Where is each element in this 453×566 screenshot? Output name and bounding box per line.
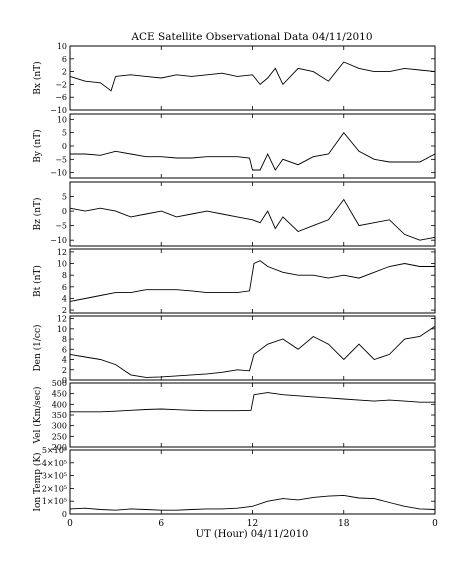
x-tick-label: 18 [338,519,350,529]
y-tick-label: 8 [62,335,67,344]
y-tick-label: 10 [57,115,67,124]
x-tick-label: 0 [67,519,73,529]
y-tick-label: 3×10⁵ [42,472,67,481]
y-tick-label: 2×10⁵ [42,484,67,493]
y-tick-label: 4 [62,356,67,365]
y-tick-label: 6 [62,55,67,64]
y-tick-label: 450 [52,390,67,399]
panel-bz: 5 0 −5 −10 Bz (nT) [32,181,436,247]
y-tick-label: −5 [55,222,67,231]
chart-title: ACE Satellite Observational Data 04/11/2… [130,31,372,43]
y-tick-label: 4×10⁵ [42,459,67,468]
y-tick-label: 0 [62,376,67,385]
series-line-bx [69,61,436,92]
y-tick-label: 400 [52,400,67,409]
x-tick-label: 0 [432,519,438,529]
y-tick-label: −10 [50,169,67,178]
y-tick-label: 12 [57,248,67,257]
y-tick-label: 4 [62,294,67,303]
y-tick-label: 0 [62,142,67,151]
x-tick-label: 6 [158,519,164,529]
y-tick-label: 6 [62,345,67,354]
y-tick-label: 2 [62,306,67,315]
y-tick-label: 2 [62,68,67,77]
y-tick-label: 300 [52,422,67,431]
y-axis-label: Ion Temp (K) [32,452,43,511]
y-tick-label: 5×10⁵ [42,446,67,455]
series-line-vel [70,392,435,413]
y-axis-label: Bx (nT) [32,61,43,94]
y-tick-label: 350 [52,411,67,420]
y-tick-label: 1×10⁵ [42,497,67,506]
y-tick-label: 200 [52,443,67,452]
y-tick-label: 500 [52,379,67,388]
panels-layer: 10 6 2 −2 −6 −10 Bx (nT) 10 5 0 −5 −10 By (nT) 5 0 −5 −1… [32,42,438,529]
x-tick-label: 12 [247,519,258,529]
y-tick-label: −2 [55,80,67,89]
panel-bt: 12 10 8 6 4 2 Bt (nT) [32,248,436,315]
panel-ion-temp: 5×10⁵ 4×10⁵ 3×10⁵ 2×10⁵ 1×10⁵ 0 Ion Temp (K) [32,446,436,519]
y-axis-label: Bt (nT) [32,265,43,297]
y-tick-label: −6 [55,93,67,102]
y-axis-label: Vel (Km/sec) [32,386,43,444]
y-tick-label: −10 [50,236,67,245]
y-axis-label: By (nT) [32,129,43,162]
x-axis-label: UT (Hour) 04/11/2010 [196,529,309,540]
y-tick-label: −5 [55,155,67,164]
series-line-den [69,325,436,378]
series-line-ion-temp [69,494,436,511]
y-tick-label: 5 [62,129,67,138]
series-line-bz [69,198,436,241]
series-line-bt [69,260,435,302]
y-axis-label: Den (1/cc) [32,324,43,371]
panel-frame [69,449,436,515]
panel-frame [69,45,436,111]
series-line-by [70,131,436,171]
y-tick-label: −10 [50,106,67,115]
y-tick-label: 8 [62,271,67,280]
y-tick-label: 2 [62,366,67,375]
panel-bx: 10 6 2 −2 −6 −10 Bx (nT) [32,42,436,115]
y-tick-label: 0 [62,207,67,216]
y-tick-label: 10 [57,42,67,51]
panel-frame [69,248,436,314]
y-tick-label: 10 [57,260,67,269]
y-axis-label: Bz (nT) [32,197,43,230]
y-tick-label: 10 [57,325,67,334]
panel-by: 10 5 0 −5 −10 By (nT) [32,113,436,179]
y-tick-label: 0 [62,510,67,519]
y-tick-label: 12 [57,315,67,324]
y-tick-label: 5 [62,193,67,202]
y-tick-label: 6 [62,283,67,292]
panel-frame [69,181,436,247]
panel-frame [69,382,436,448]
y-tick-label: 250 [52,432,67,441]
